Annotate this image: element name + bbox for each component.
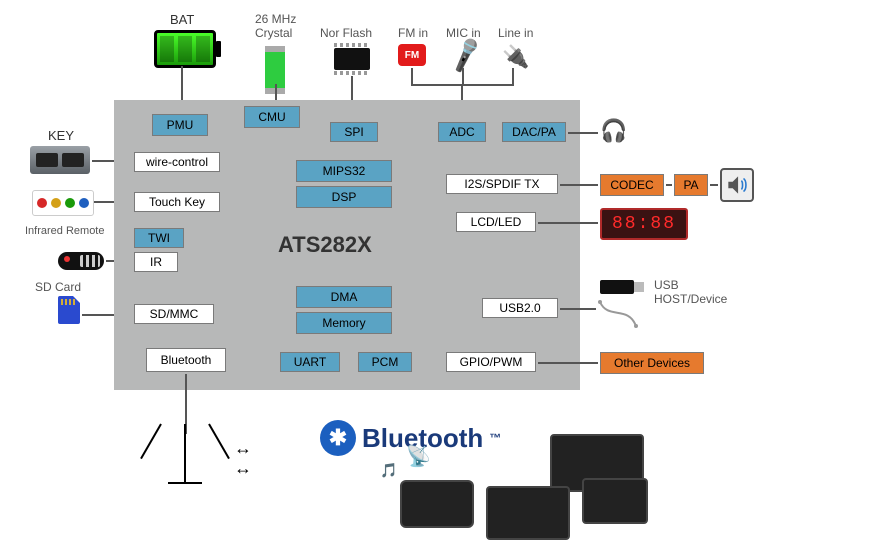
devices-cluster-icon: 📡 🎵 [400,440,660,550]
connector-line [411,68,413,84]
block-usb20: USB2.0 [482,298,558,318]
connector-line [538,362,598,364]
block-pcm: PCM [358,352,412,372]
fm-badge-icon: FM [398,44,426,66]
linein-icon: 🔌 [502,44,529,70]
remote-icon [58,252,104,270]
block-dacpa: DAC/PA [502,122,566,142]
block-uart: UART [280,352,340,372]
connector-line [462,68,464,84]
block-wirecontrol: wire-control [134,152,220,172]
label-key: KEY [48,128,74,143]
chip-title: ATS282X [278,232,372,258]
block-lcdled: LCD/LED [456,212,536,232]
diagram-root: { "diagram": { "type": "block-diagram", … [0,0,872,545]
connector-line [181,66,183,104]
mic-icon: 🎤 [446,35,487,75]
flash-chip-icon [334,48,370,70]
usb-stick-icon [600,280,634,294]
label-crystal: 26 MHz Crystal [255,12,315,40]
connector-line [512,68,514,84]
block-touchkey: Touch Key [134,192,220,212]
connector-line [560,308,596,310]
connector-line [666,184,672,186]
cable-icon [598,300,638,330]
label-sdcard: SD Card [35,280,81,294]
block-ir: IR [134,252,178,272]
label-infrared: Infrared Remote [25,225,104,237]
arrows-icon: ↔↔ [234,438,252,478]
block-codec: CODEC [600,174,664,196]
label-bat: BAT [170,12,194,27]
antenna-icon [160,424,210,484]
touchkey-icon [32,190,94,216]
label-fmin: FM in [398,26,428,40]
block-mips32: MIPS32 [296,160,392,182]
label-norflash: Nor Flash [320,26,372,40]
block-i2s: I2S/SPDIF TX [446,174,558,194]
block-otherdevices: Other Devices [600,352,704,374]
connector-line [710,184,718,186]
block-memory: Memory [296,312,392,334]
label-linein: Line in [498,26,533,40]
speaker-icon [720,168,754,202]
block-spi: SPI [330,122,378,142]
block-gpiopwm: GPIO/PWM [446,352,536,372]
block-twi: TWI [134,228,184,248]
block-dsp: DSP [296,186,392,208]
block-bluetooth: Bluetooth [146,348,226,372]
block-sdmmc: SD/MMC [134,304,214,324]
block-pa: PA [674,174,708,196]
battery-icon [154,30,216,68]
block-cmu: CMU [244,106,300,128]
label-usb: USB HOST/Device [654,278,727,306]
block-dma: DMA [296,286,392,308]
key-panel-icon [30,146,90,174]
connector-line [568,132,598,134]
connector-line [538,222,598,224]
connector-line [560,184,598,186]
earbud-icon: 🎧 [600,118,627,144]
seven-segment-icon: 88:88 [600,208,688,240]
block-pmu: PMU [152,114,208,136]
block-adc: ADC [438,122,486,142]
sdcard-icon [58,296,80,324]
